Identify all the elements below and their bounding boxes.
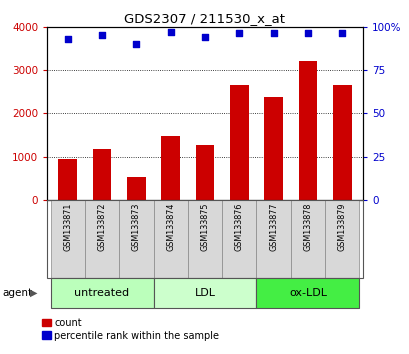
Bar xyxy=(187,200,222,278)
Point xyxy=(99,33,105,38)
Bar xyxy=(153,278,256,308)
Point xyxy=(236,31,242,36)
Bar xyxy=(50,200,85,278)
Bar xyxy=(195,144,214,200)
Point xyxy=(201,34,208,40)
Text: GSM133871: GSM133871 xyxy=(63,202,72,251)
Bar xyxy=(332,85,351,200)
Bar xyxy=(119,200,153,278)
Bar xyxy=(161,136,180,200)
Bar xyxy=(85,200,119,278)
Point xyxy=(133,41,139,47)
Bar xyxy=(229,85,248,200)
Text: GDS2307 / 211530_x_at: GDS2307 / 211530_x_at xyxy=(124,12,285,25)
Text: GSM133876: GSM133876 xyxy=(234,202,243,251)
Legend: count, percentile rank within the sample: count, percentile rank within the sample xyxy=(42,318,219,341)
Bar xyxy=(324,200,359,278)
Text: agent: agent xyxy=(2,288,32,298)
Point xyxy=(64,36,71,41)
Text: untreated: untreated xyxy=(74,288,129,298)
Bar xyxy=(50,278,153,308)
Text: GSM133877: GSM133877 xyxy=(268,202,277,251)
Text: ox-LDL: ox-LDL xyxy=(288,288,326,298)
Bar xyxy=(290,200,324,278)
Bar xyxy=(256,200,290,278)
Point xyxy=(304,31,310,36)
Bar xyxy=(58,159,77,200)
Point xyxy=(167,29,173,35)
Bar xyxy=(92,149,111,200)
Text: LDL: LDL xyxy=(194,288,215,298)
Text: GSM133874: GSM133874 xyxy=(166,202,175,251)
Bar xyxy=(256,278,359,308)
Text: GSM133878: GSM133878 xyxy=(303,202,312,251)
Text: GSM133872: GSM133872 xyxy=(97,202,106,251)
Bar xyxy=(298,61,317,200)
Point xyxy=(270,31,276,36)
Text: ▶: ▶ xyxy=(30,288,38,298)
Bar xyxy=(153,200,187,278)
Bar xyxy=(127,177,146,200)
Point xyxy=(338,31,345,36)
Text: GSM133879: GSM133879 xyxy=(337,202,346,251)
Bar xyxy=(222,200,256,278)
Bar xyxy=(263,97,282,200)
Text: GSM133873: GSM133873 xyxy=(132,202,141,251)
Text: GSM133875: GSM133875 xyxy=(200,202,209,251)
